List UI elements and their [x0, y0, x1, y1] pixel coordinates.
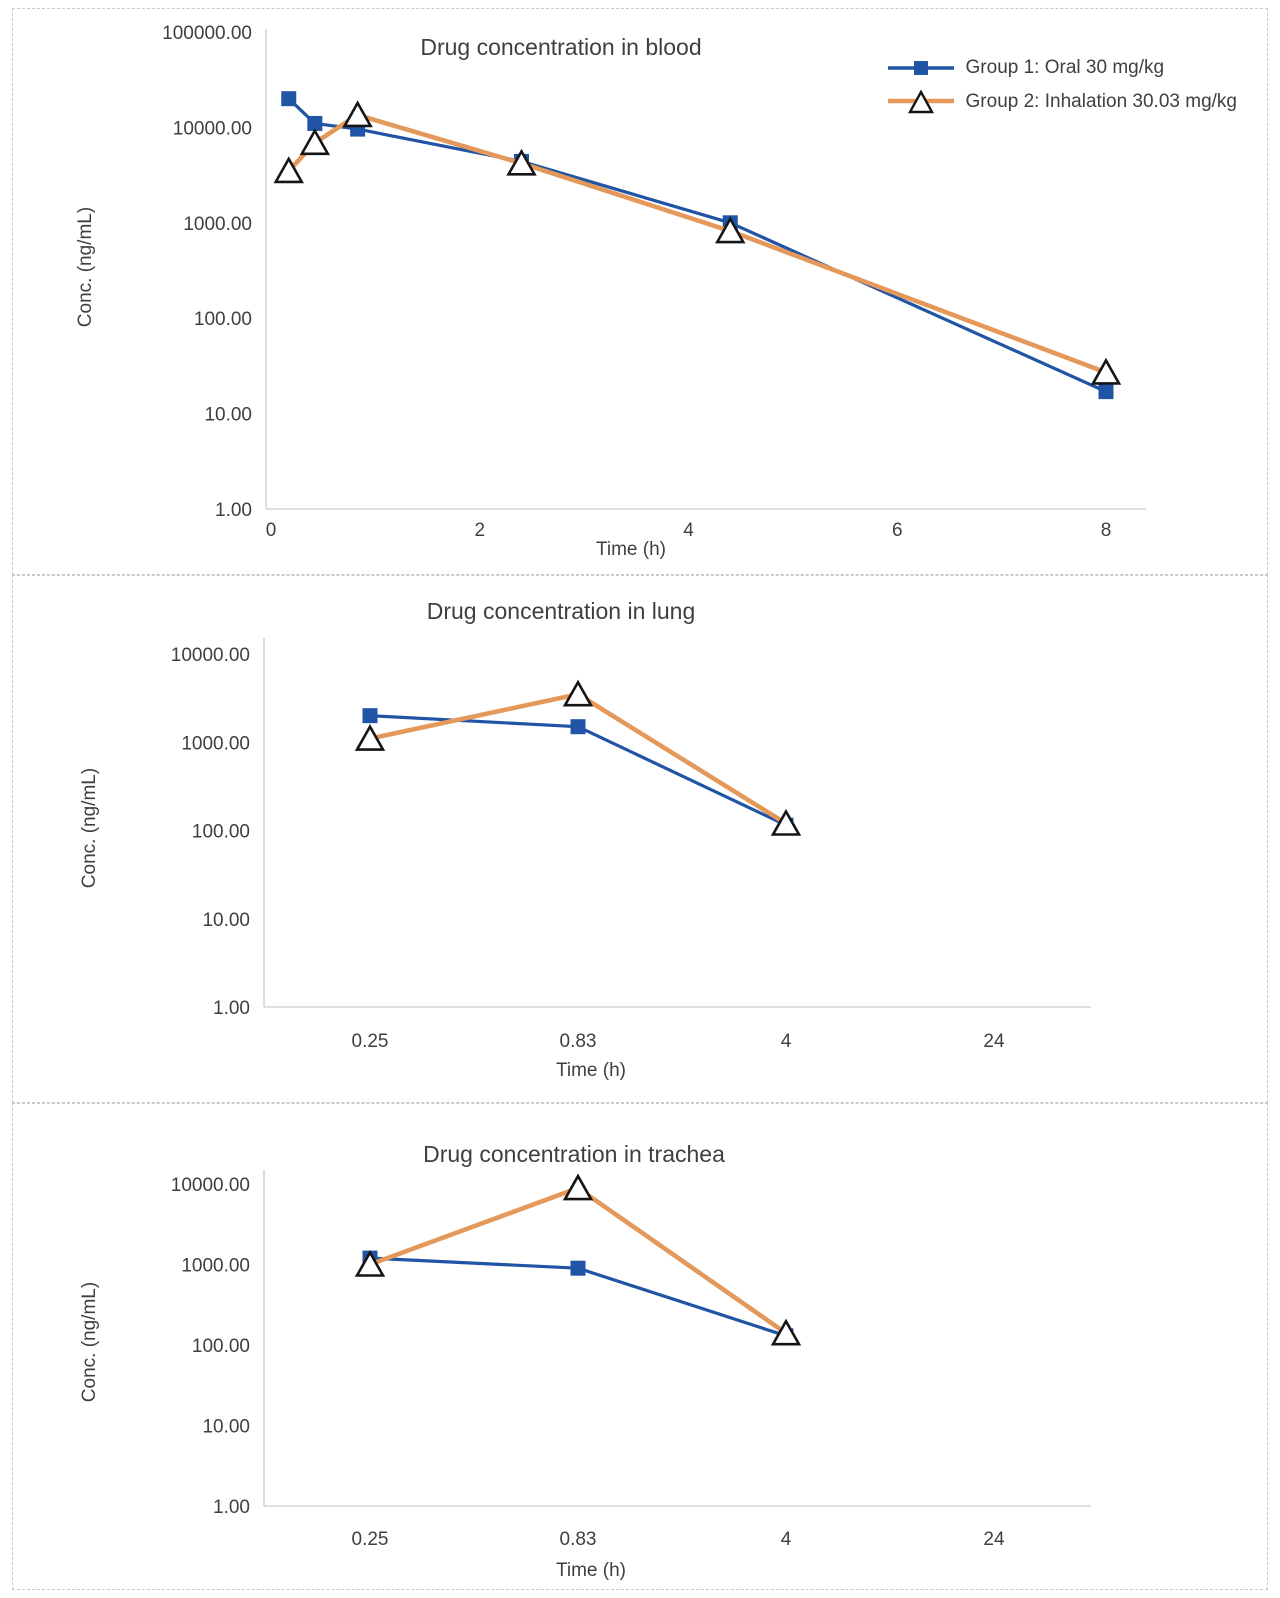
x-tick-label: 8 — [1101, 520, 1112, 541]
series-line — [287, 97, 1108, 394]
panel-blood-chart: 100000.00 10000.00 1000.00 100.00 10.00 1.00 0… — [12, 8, 1268, 575]
legend: Group 1: Oral 30 mg/kg Group 2: Inhalati… — [884, 53, 1237, 117]
triangle-marker — [770, 1318, 802, 1346]
square-marker — [281, 91, 297, 107]
group2-line-triangle-icon — [887, 89, 954, 114]
x-axis-title: Time (h) — [556, 1060, 626, 1081]
y-tick-label: 10.00 — [202, 910, 250, 931]
series-line — [367, 691, 789, 826]
triangle-marker — [770, 808, 802, 836]
panel-lung-chart: 10000.00 1000.00 100.00 10.00 1.00 0.25 0.83 4 2… — [12, 575, 1268, 1103]
triangle-marker — [562, 1173, 594, 1201]
y-tick-label: 10.00 — [204, 405, 252, 426]
x-tick-label: 0.83 — [560, 1031, 597, 1052]
x-axis-title: Time (h) — [556, 1560, 626, 1581]
series-group-2 — [273, 100, 1122, 385]
y-tick-label: 100.00 — [192, 822, 250, 843]
group1-line-square-icon — [887, 61, 954, 75]
legend-label-group2: Group 2: Inhalation 30.03 mg/kg — [965, 91, 1237, 112]
square-marker — [570, 1260, 586, 1276]
y-tick-label: 1.00 — [213, 998, 250, 1019]
triangle-marker — [506, 148, 537, 176]
x-tick-label: 24 — [983, 1031, 1005, 1052]
triangle-marker — [562, 679, 594, 707]
blood-concentration-chart: 100000.00 10000.00 1000.00 100.00 10.00 1.00 0… — [75, 23, 1146, 560]
x-axis-title: Time (h) — [596, 539, 666, 560]
square-marker — [307, 115, 323, 131]
y-tick-label: 1000.00 — [181, 733, 250, 754]
x-tick-label: 0.25 — [352, 1031, 389, 1052]
triangle-marker — [715, 216, 746, 244]
triangle-marker — [342, 100, 373, 128]
chart-title: Drug concentration in lung — [427, 598, 696, 624]
triangle-marker — [299, 128, 331, 156]
lung-concentration-chart: 10000.00 1000.00 100.00 10.00 1.00 0.25 0.83 4 2… — [79, 598, 1091, 1081]
panel-trachea-chart: 10000.00 1000.00 100.00 10.00 1.00 0.25 0.83 4 2… — [12, 1103, 1268, 1590]
series-group-2 — [354, 1173, 802, 1346]
y-axis-title: Conc. (ng/mL) — [75, 207, 96, 327]
triangle-marker — [354, 723, 386, 751]
x-tick-label: 24 — [983, 1529, 1005, 1550]
y-tick-label: 1.00 — [213, 1497, 250, 1518]
y-tick-label: 10000.00 — [171, 1175, 250, 1196]
x-tick-label: 0.83 — [560, 1529, 597, 1550]
series-group-1 — [362, 1250, 794, 1344]
y-axis-title: Conc. (ng/mL) — [79, 1282, 100, 1402]
y-tick-label: 1000.00 — [183, 214, 252, 235]
x-tick-label: 0 — [266, 520, 277, 541]
y-tick-label: 100.00 — [192, 1336, 250, 1357]
x-tick-label: 2 — [474, 520, 485, 541]
y-tick-label: 1000.00 — [181, 1256, 250, 1277]
chart-title: Drug concentration in trachea — [423, 1141, 725, 1167]
triangle-marker — [354, 1249, 386, 1277]
y-axis-title: Conc. (ng/mL) — [79, 768, 100, 888]
x-tick-label: 6 — [892, 520, 903, 541]
y-tick-label: 100.00 — [194, 309, 252, 330]
y-tick-label: 1.00 — [215, 500, 252, 521]
x-tick-label: 4 — [781, 1031, 792, 1052]
legend-item-group1: Group 1: Oral 30 mg/kg — [884, 53, 1237, 83]
series-line — [286, 112, 1109, 375]
square-marker — [362, 708, 378, 724]
series-group-1 — [281, 91, 1114, 400]
square-marker — [570, 719, 586, 735]
square-marker — [1098, 384, 1114, 400]
x-tick-label: 0.25 — [352, 1529, 389, 1550]
legend-item-group2: Group 2: Inhalation 30.03 mg/kg — [884, 87, 1237, 117]
triangle-marker — [273, 156, 304, 184]
y-tick-label: 10000.00 — [173, 118, 252, 139]
x-tick-label: 4 — [781, 1529, 792, 1550]
series-group-2 — [354, 679, 802, 836]
y-tick-label: 100000.00 — [162, 23, 252, 44]
triangle-marker — [1090, 357, 1122, 385]
x-tick-label: 4 — [683, 520, 694, 541]
legend-label-group1: Group 1: Oral 30 mg/kg — [965, 57, 1165, 78]
y-tick-label: 10.00 — [202, 1417, 250, 1438]
y-tick-label: 10000.00 — [171, 645, 250, 666]
trachea-concentration-chart: 10000.00 1000.00 100.00 10.00 1.00 0.25 0.83 4 2… — [79, 1141, 1091, 1581]
chart-title: Drug concentration in blood — [420, 34, 701, 60]
